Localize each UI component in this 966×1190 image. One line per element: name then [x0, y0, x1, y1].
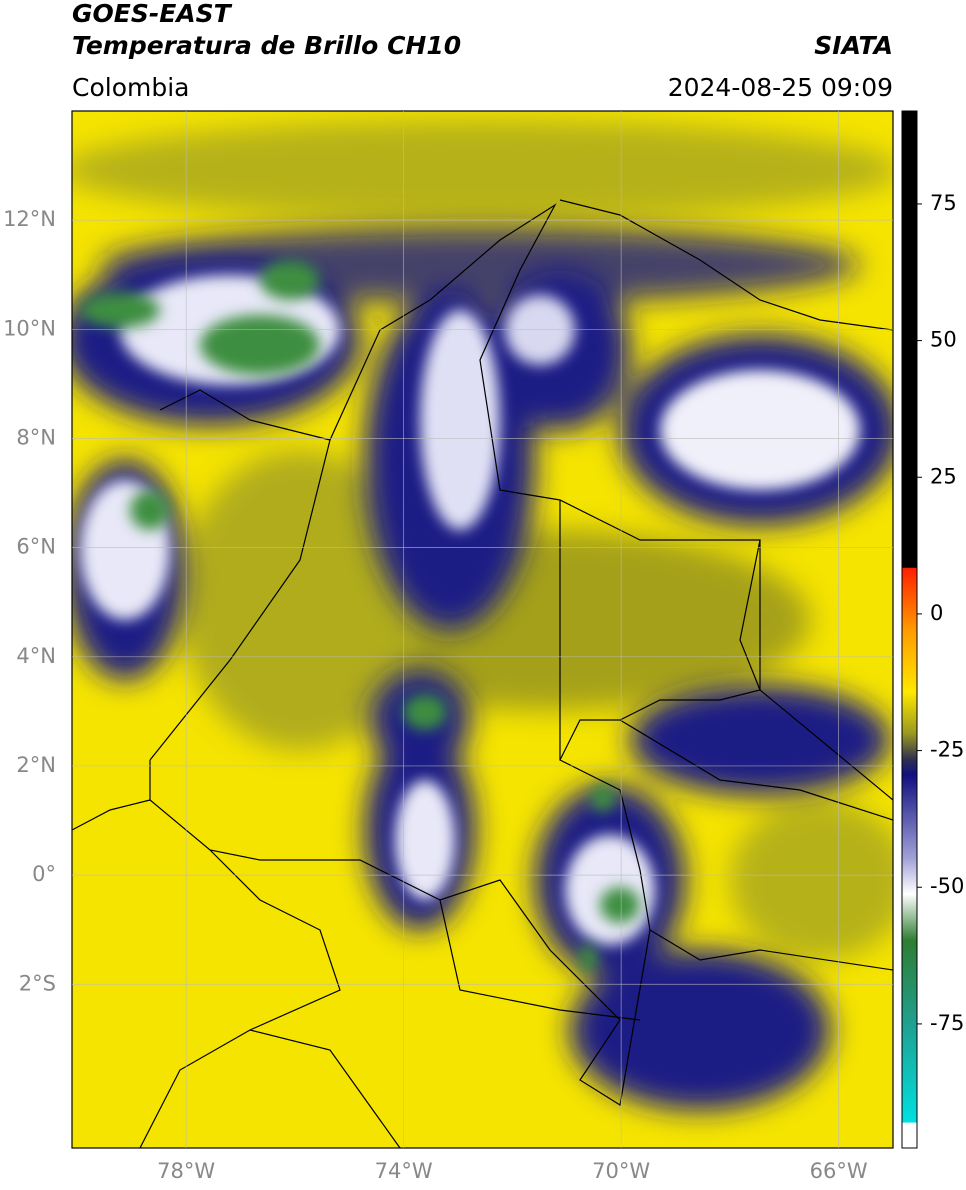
y-tick-label: 2°S [19, 971, 56, 995]
colorbar-tick-label: 0 [930, 601, 943, 625]
y-tick-label: 4°N [16, 644, 56, 668]
colorbar-tick-label: -75 [930, 1011, 964, 1035]
y-tick-label: 8°N [16, 425, 56, 449]
title: GOES-EAST [72, 0, 233, 28]
x-tick-label: 66°W [810, 1159, 868, 1183]
source: SIATA [814, 31, 893, 60]
timestamp: 2024-08-25 09:09 [668, 73, 893, 102]
y-tick-label: 6°N [16, 535, 56, 559]
subtitle: Temperatura de Brillo CH10 [72, 31, 461, 60]
colorbar [901, 110, 918, 1149]
y-tick-label: 10°N [3, 316, 56, 340]
colorbar-tick-label: 25 [930, 464, 957, 488]
y-tick-label: 12°N [3, 207, 56, 231]
region: Colombia [72, 73, 189, 102]
colorbar-tick-label: -50 [930, 874, 964, 898]
borders [72, 199, 893, 1148]
y-tick-label: 0° [32, 862, 56, 886]
satellite-image [72, 111, 893, 1148]
x-tick-label: 74°W [375, 1159, 433, 1183]
y-tick-label: 2°N [16, 753, 56, 777]
x-tick-label: 70°W [592, 1159, 650, 1183]
colorbar-tick-label: 75 [930, 191, 957, 215]
colorbar-tick-label: 50 [930, 328, 957, 352]
map-frame [71, 110, 894, 1149]
colorbar-tick-label: -25 [930, 738, 964, 762]
x-tick-label: 78°W [157, 1159, 215, 1183]
